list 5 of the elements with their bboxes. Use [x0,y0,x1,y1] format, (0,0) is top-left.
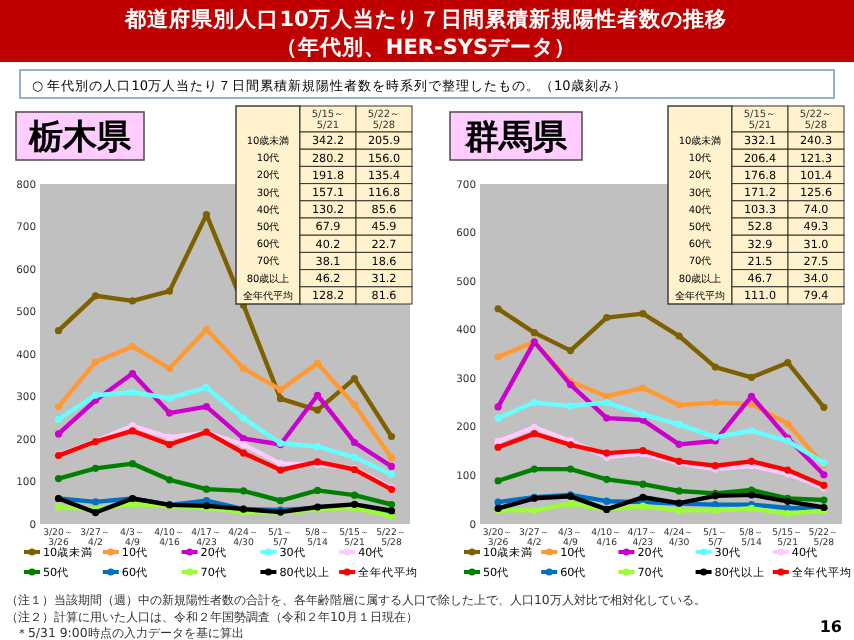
chart-title: 群馬県 [463,118,569,158]
text: 16 [819,618,843,636]
text: （年代別、HER-SYSデータ） [275,34,577,60]
text: 都道府県別人口10万人当たり７日間累積新規陽性者数の推移 [123,6,727,32]
chart-title: 栃木県 [27,118,133,158]
